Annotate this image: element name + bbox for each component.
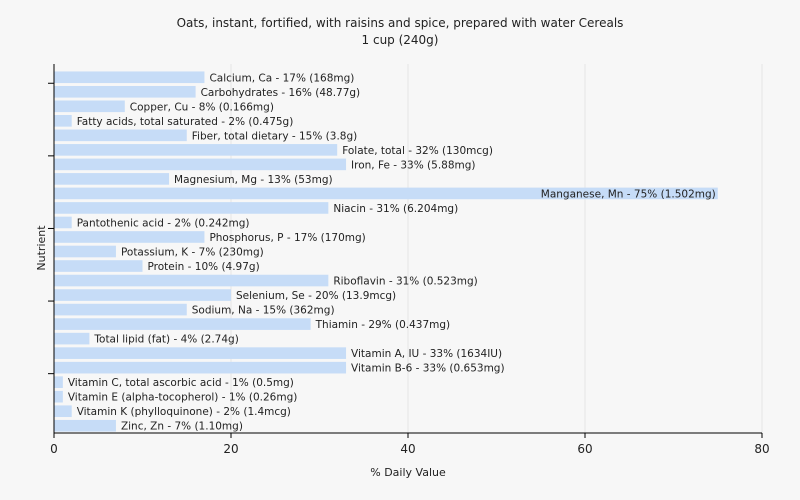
x-tick-label: 40 (400, 442, 415, 456)
bar-label: Vitamin C, total ascorbic acid - 1% (0.5… (68, 377, 294, 389)
bar-label: Vitamin K (phylloquinone) - 2% (1.4mcg) (77, 406, 291, 418)
bar (54, 405, 72, 418)
bar (54, 274, 329, 287)
bar-label: Sodium, Na - 15% (362mg) (192, 305, 335, 317)
x-tick-label: 80 (754, 442, 769, 456)
bar (54, 289, 231, 301)
grid-lines (230, 64, 763, 433)
bar (54, 187, 718, 200)
bar (54, 100, 125, 113)
x-tick-label: 20 (223, 442, 238, 456)
y-axis-label: Nutrient (35, 225, 48, 271)
bar-label: Iron, Fe - 33% (5.88mg) (351, 159, 475, 171)
bar (54, 71, 205, 84)
bar-label: Magnesium, Mg - 13% (53mg) (174, 174, 333, 186)
bar (54, 231, 205, 243)
bar-label: Riboflavin - 31% (0.523mg) (333, 276, 477, 288)
bar-label: Carbohydrates - 16% (48.77g) (201, 87, 361, 99)
axes: 0 20 40 60 80 (48, 64, 770, 456)
bar-label: Total lipid (fat) - 4% (2.74g) (93, 334, 238, 346)
bar (54, 303, 187, 316)
x-tick-label: 0 (50, 442, 58, 456)
bar-label: Potassium, K - 7% (230mg) (121, 247, 264, 259)
bar (54, 419, 116, 432)
bar (54, 202, 329, 214)
bar (54, 129, 187, 142)
bar (54, 245, 116, 258)
bar-label: Zinc, Zn - 7% (1.10mg) (121, 421, 243, 433)
bar-label: Protein - 10% (4.97g) (148, 261, 260, 273)
bar-label: Fatty acids, total saturated - 2% (0.475… (77, 116, 294, 128)
bar (54, 361, 347, 374)
bar-label: Selenium, Se - 20% (13.9mcg) (236, 290, 396, 302)
bar-label: Fiber, total dietary - 15% (3.8g) (192, 130, 357, 142)
bar-label: Folate, total - 32% (130mcg) (342, 145, 493, 157)
bar (54, 332, 90, 345)
chart-title: Oats, instant, fortified, with raisins a… (177, 16, 624, 30)
x-axis-label: % Daily Value (370, 466, 446, 479)
bar-label: Vitamin E (alpha-tocopherol) - 1% (0.26m… (68, 392, 298, 404)
bar (54, 390, 63, 403)
bar-label: Niacin - 31% (6.204mg) (333, 203, 458, 215)
bar (54, 85, 196, 98)
bar-label: Pantothenic acid - 2% (0.242mg) (77, 217, 250, 229)
chart-subtitle: 1 cup (240g) (362, 33, 439, 47)
bar-label: Phosphorus, P - 17% (170mg) (209, 232, 365, 244)
bar (54, 158, 347, 171)
bar (54, 216, 72, 229)
bars: Calcium, Ca - 17% (168mg) Carbohydrates -… (54, 71, 718, 433)
bar (54, 347, 347, 359)
bar-label: Vitamin B-6 - 33% (0.653mg) (351, 363, 505, 375)
bar (54, 173, 170, 185)
bar-label: Thiamin - 29% (0.437mg) (315, 319, 451, 331)
bar (54, 318, 311, 330)
bar (54, 376, 63, 388)
bar-label: Vitamin A, IU - 33% (1634IU) (351, 348, 502, 360)
bar-label: Calcium, Ca - 17% (168mg) (209, 72, 354, 84)
x-tick-label: 60 (577, 442, 592, 456)
bar (54, 144, 338, 156)
bar-label: Manganese, Mn - 75% (1.502mg) (541, 188, 716, 200)
bar-label: Copper, Cu - 8% (0.166mg) (130, 101, 274, 113)
bar (54, 115, 72, 127)
bar (54, 260, 143, 272)
